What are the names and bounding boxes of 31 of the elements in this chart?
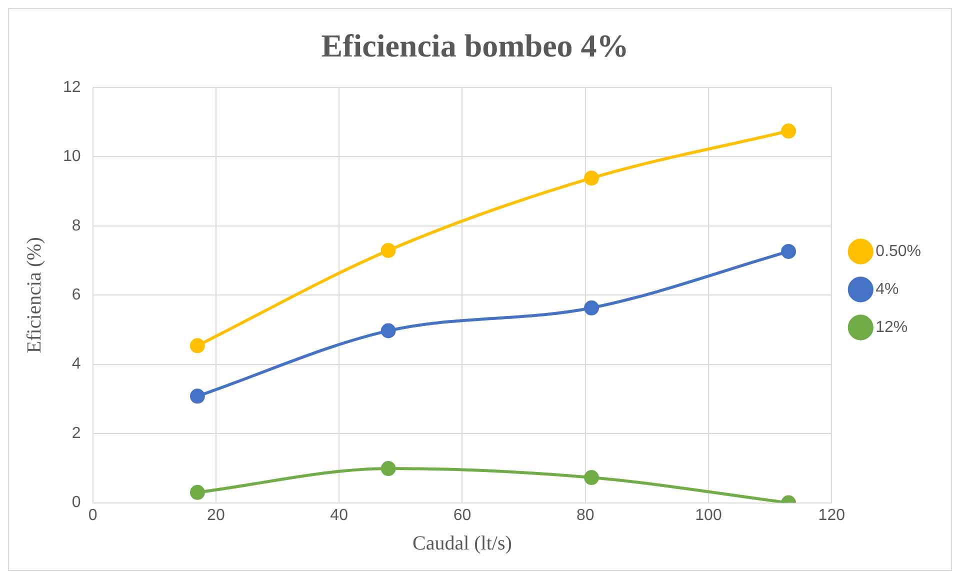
point: [190, 484, 205, 500]
x-tick-label: 20: [207, 506, 225, 524]
point: [190, 388, 205, 404]
point: [584, 170, 600, 186]
y-tick-label: 2: [72, 424, 81, 442]
y-tick-label: 0: [72, 494, 81, 512]
y-tick-label: 10: [63, 148, 81, 166]
chart-title: Eficiencia bombeo 4%: [321, 27, 629, 64]
point: [380, 461, 396, 476]
point: [781, 124, 796, 139]
x-axis-title: Caudal (lt/s): [412, 532, 512, 554]
point: [584, 470, 600, 486]
point: [190, 338, 205, 354]
y-tick-label: 12: [63, 78, 81, 96]
x-tick-label: 60: [453, 506, 472, 524]
point: [380, 242, 396, 258]
legend-label: 0.50%: [876, 242, 922, 260]
legend-label: 12%: [876, 318, 908, 336]
y-tick-label: 6: [72, 286, 81, 304]
x-tick-label: 40: [330, 506, 348, 524]
y-axis-title: Eficiencia (%): [23, 237, 46, 354]
legend-label: 4%: [876, 280, 899, 298]
x-tick-label: 100: [695, 506, 722, 524]
y-tick-label: 8: [72, 217, 81, 234]
x-tick-label: 0: [88, 506, 98, 524]
x-tick-label: 120: [818, 506, 846, 524]
point: [781, 244, 796, 259]
y-tick-label: 4: [72, 356, 81, 373]
point: [380, 323, 396, 338]
x-tick-label: 80: [576, 506, 594, 524]
point: [584, 300, 600, 316]
